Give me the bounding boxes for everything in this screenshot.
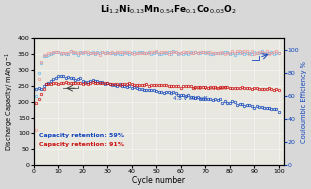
X-axis label: Cycle number: Cycle number bbox=[132, 176, 185, 185]
Y-axis label: Couloumbic Efficiency %: Couloumbic Efficiency % bbox=[301, 61, 307, 143]
Y-axis label: Discharge Capacity/ mAh g$^{-1}$: Discharge Capacity/ mAh g$^{-1}$ bbox=[4, 52, 16, 151]
Text: Li$_{1.2}$Ni$_{0.13}$Mn$_{0.54}$Fe$_{0.1}$Co$_{0.03}$O$_2$: Li$_{1.2}$Ni$_{0.13}$Mn$_{0.54}$Fe$_{0.1… bbox=[100, 4, 236, 16]
Text: Capacity retention: 91%: Capacity retention: 91% bbox=[39, 142, 124, 147]
Text: 4.8 V cut-off: 4.8 V cut-off bbox=[174, 96, 207, 101]
Text: 4.6 V cut-off: 4.6 V cut-off bbox=[193, 87, 227, 91]
Text: Capacity retention: 59%: Capacity retention: 59% bbox=[39, 133, 124, 138]
